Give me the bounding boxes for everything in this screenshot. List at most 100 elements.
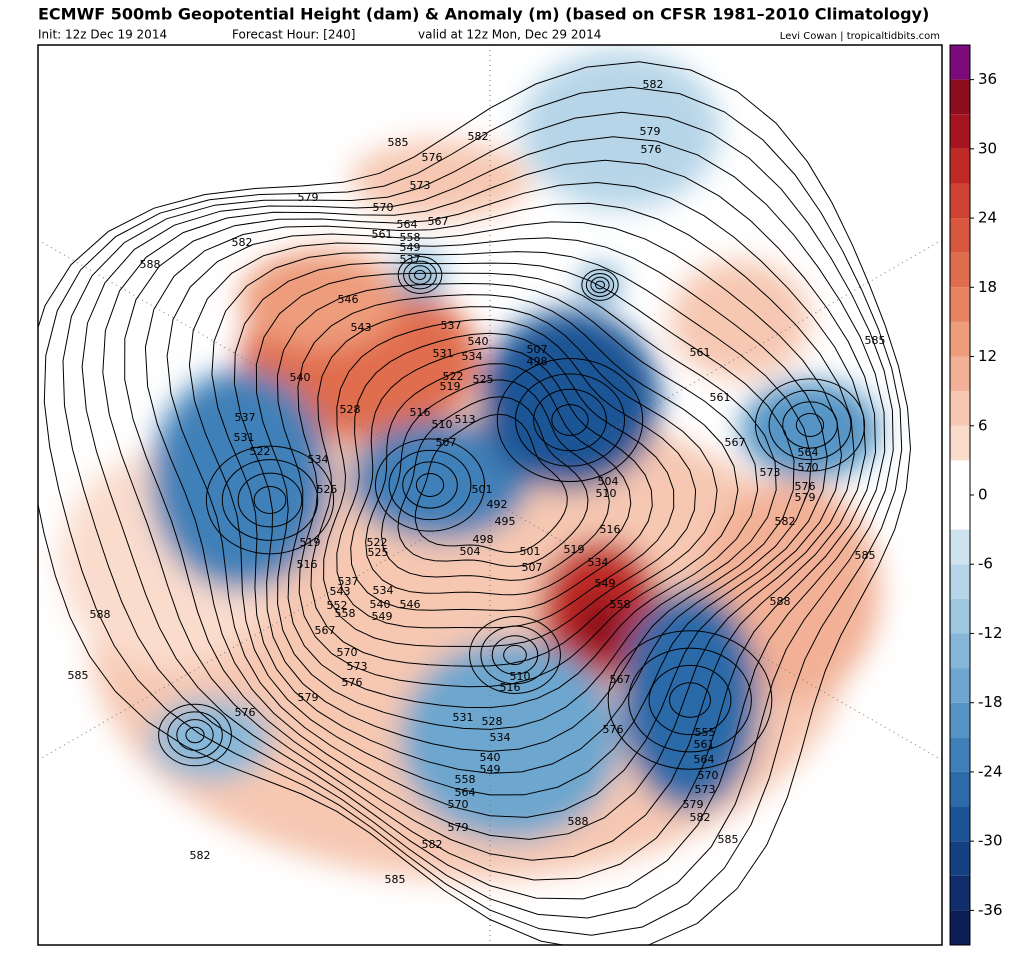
contour-label: 585 xyxy=(865,334,886,347)
contour-label: 531 xyxy=(453,711,474,724)
colorbar-tick-label: 18 xyxy=(978,278,997,296)
colorbar-bin xyxy=(950,806,970,842)
contour-label: 564 xyxy=(798,446,819,459)
contour-label: 567 xyxy=(725,436,746,449)
contour-label: 543 xyxy=(330,585,351,598)
colorbar-tick-label: 12 xyxy=(978,347,997,365)
contour-line xyxy=(233,262,795,752)
title: ECMWF 500mb Geopotential Height (dam) & … xyxy=(38,5,929,24)
colorbar-bin xyxy=(950,460,970,495)
contour-label: 522 xyxy=(250,445,271,458)
contour-line xyxy=(350,347,653,612)
colorbar-bin xyxy=(950,875,970,911)
contour-label: 558 xyxy=(455,773,476,786)
contour-label: 537 xyxy=(235,411,256,424)
contour-label: 564 xyxy=(694,753,715,766)
contour-line xyxy=(380,379,610,581)
contour-line xyxy=(514,373,626,467)
colorbar-bin xyxy=(950,702,970,738)
contour-label: 576 xyxy=(603,723,624,736)
contour-line xyxy=(124,181,867,861)
init-time: Init: 12z Dec 19 2014 xyxy=(38,28,167,42)
contour-label: 501 xyxy=(472,483,493,496)
colorbar-tick-label: -36 xyxy=(978,901,1003,919)
contour-label: 531 xyxy=(433,347,454,360)
contour-label: 579 xyxy=(298,691,319,704)
contour-label: 567 xyxy=(315,624,336,637)
contour-label: 498 xyxy=(527,355,548,368)
colorbar-bin xyxy=(950,425,970,461)
contour-label: 573 xyxy=(410,179,431,192)
contour-line xyxy=(38,61,912,945)
contour-label: 567 xyxy=(610,673,631,686)
colorbar-tick-label: 0 xyxy=(978,486,988,504)
colorbar-bin xyxy=(950,183,970,219)
contour-label: 576 xyxy=(422,151,443,164)
contour-label: 549 xyxy=(480,763,501,776)
contour-label: 534 xyxy=(490,731,511,744)
contour-line xyxy=(310,306,718,667)
contour-label: 579 xyxy=(683,798,704,811)
forecast-hour: Forecast Hour: [240] xyxy=(232,28,355,42)
contour-label: 558 xyxy=(335,607,356,620)
contour-label: 582 xyxy=(468,130,489,143)
contour-label: 510 xyxy=(432,418,453,431)
contour-label: 561 xyxy=(710,391,731,404)
contour-line xyxy=(185,726,205,744)
contour-line xyxy=(221,459,319,541)
contour-label: 495 xyxy=(495,515,516,528)
contour-line xyxy=(167,711,223,759)
contour-label: 519 xyxy=(564,543,585,556)
contour-label: 582 xyxy=(190,849,211,862)
contour-label: 510 xyxy=(510,670,531,683)
contour-line xyxy=(414,269,426,281)
contour-label: 570 xyxy=(373,201,394,214)
contour-label: 558 xyxy=(400,231,421,244)
contour-label: 504 xyxy=(460,545,481,558)
contour-label: 549 xyxy=(595,577,616,590)
contour-label: 546 xyxy=(400,598,421,611)
colorbar-bin xyxy=(950,356,970,392)
contour-label: 537 xyxy=(441,319,462,332)
contour-line xyxy=(607,630,773,770)
contour-label: 588 xyxy=(770,595,791,608)
colorbar-bin xyxy=(950,148,970,184)
contour-line xyxy=(43,86,903,936)
colorbar-tick-label: 30 xyxy=(978,139,997,157)
contour-label: 534 xyxy=(373,584,394,597)
colorbar-tick-label: -12 xyxy=(978,624,1003,642)
contour-line xyxy=(205,445,335,555)
contour-line xyxy=(782,401,838,449)
contour-line xyxy=(374,438,486,532)
contour-label: 522 xyxy=(443,370,464,383)
contour-line xyxy=(503,644,527,666)
colorbar-tick-label: 36 xyxy=(978,70,997,88)
contour-line xyxy=(648,664,732,736)
contour-label: 588 xyxy=(90,608,111,621)
contour-line xyxy=(408,265,432,285)
contour-label: 561 xyxy=(694,738,715,751)
contour-label: 588 xyxy=(568,815,589,828)
contour-label: 582 xyxy=(643,78,664,91)
contour-line xyxy=(176,719,214,751)
contour-line xyxy=(81,136,886,900)
contour-label: 573 xyxy=(347,660,368,673)
contour-label: 585 xyxy=(855,549,876,562)
contour-label: 579 xyxy=(795,491,816,504)
contour-line xyxy=(402,461,458,509)
contour-line xyxy=(276,282,759,709)
contour-label: 534 xyxy=(308,453,329,466)
contour-line xyxy=(496,357,644,483)
contour-line xyxy=(255,272,777,730)
colorbar-bin xyxy=(950,252,970,288)
contour-line xyxy=(754,378,866,472)
contour-label: 516 xyxy=(410,406,431,419)
contour-label: 501 xyxy=(520,545,541,558)
colorbar-bin xyxy=(950,287,970,322)
contour-label: 582 xyxy=(690,811,711,824)
contour-label: 573 xyxy=(760,466,781,479)
contour-label: 570 xyxy=(448,798,469,811)
contour-line xyxy=(590,276,610,294)
contour-line xyxy=(594,280,606,290)
contour-label: 540 xyxy=(480,751,501,764)
